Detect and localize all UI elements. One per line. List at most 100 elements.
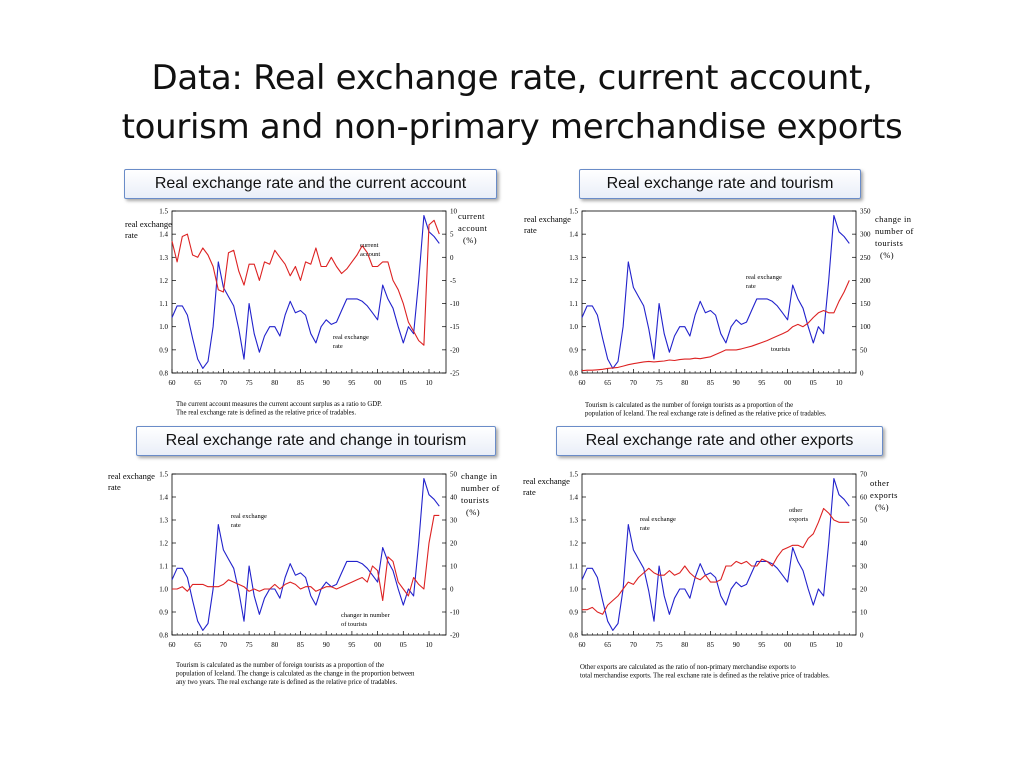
ca-right-axis-label: (%) — [463, 235, 477, 245]
slide-title: Data: Real exchange rate, current accoun… — [0, 54, 1024, 152]
exp-caption-line: total merchandise exports. The real exch… — [580, 673, 830, 680]
tour-left-tick-label: 0.9 — [569, 346, 578, 354]
exp-annotation: rate — [640, 525, 650, 532]
tour-right-tick-label: 0 — [860, 370, 864, 378]
chg-left-tick-label: 1.2 — [159, 540, 168, 548]
tour-x-tick-label: 70 — [630, 379, 638, 387]
tour-x-tick-label: 60 — [579, 379, 587, 387]
exp-right-tick-label: 20 — [860, 586, 868, 594]
exp-series-secondary-line — [582, 507, 850, 615]
tour-series-real-exchange-rate-line — [581, 215, 850, 369]
ca-left-tick-label: 1.3 — [159, 254, 168, 262]
exp-left-axis-label: real exchange — [523, 476, 570, 486]
chg-left-tick-label: 1.0 — [159, 586, 168, 594]
tour-right-axis-label: tourists — [875, 238, 903, 248]
exp-x-tick-label: 70 — [630, 641, 638, 649]
tour-left-tick-label: 1.5 — [569, 208, 578, 216]
exp-annotation: exports — [789, 516, 809, 523]
ca-left-tick-label: 1.1 — [159, 300, 168, 308]
chg-x-tick-label: 75 — [246, 641, 254, 649]
panel-label-change-in-tourism: Real exchange rate and change in tourism — [136, 426, 496, 456]
ca-left-tick-label: 0.8 — [159, 370, 168, 378]
tour-left-tick-label: 1.1 — [569, 300, 578, 308]
chg-annotation: of tourists — [341, 621, 368, 628]
exp-left-tick-label: 1.3 — [569, 517, 578, 525]
chg-right-tick-label: 40 — [450, 494, 458, 502]
chg-x-tick-label: 85 — [297, 641, 305, 649]
tour-x-tick-label: 90 — [733, 379, 741, 387]
exp-right-axis-label: exports — [870, 490, 898, 500]
tour-annotation: real exchange — [746, 274, 782, 281]
ca-left-tick-label: 1.2 — [159, 277, 168, 285]
chg-left-tick-label: 1.1 — [159, 563, 168, 571]
ca-x-tick-label: 70 — [220, 379, 228, 387]
ca-x-tick-label: 65 — [194, 379, 202, 387]
chg-x-tick-label: 10 — [426, 641, 434, 649]
chg-right-tick-label: 0 — [450, 586, 454, 594]
tour-x-tick-label: 95 — [758, 379, 766, 387]
chg-caption-line: Tourism is calculated as the number of f… — [176, 662, 384, 669]
panel-label-other-exports: Real exchange rate and other exports — [556, 426, 883, 456]
tour-right-tick-label: 200 — [860, 277, 871, 285]
tour-right-tick-label: 150 — [860, 300, 871, 308]
ca-left-tick-label: 1.4 — [159, 231, 168, 239]
chg-caption-line: population of Iceland. The change is cal… — [176, 671, 415, 678]
tour-left-axis-label: real exchange — [524, 214, 571, 224]
chg-left-tick-label: 1.4 — [159, 494, 168, 502]
ca-left-axis-label: rate — [125, 230, 138, 240]
slide-title-line-1: Data: Real exchange rate, current accoun… — [151, 58, 873, 98]
exp-annotation: other — [789, 507, 803, 514]
tour-series-secondary-line — [581, 280, 850, 372]
exp-left-tick-label: 0.8 — [569, 632, 578, 640]
ca-annotation: current — [360, 242, 379, 249]
ca-right-axis-label: current — [458, 211, 485, 221]
ca-x-tick-label: 95 — [348, 379, 356, 387]
exp-left-tick-label: 1.0 — [569, 586, 578, 594]
chg-left-axis-label: real exchange — [108, 471, 155, 481]
ca-caption-line: The current account measures the current… — [176, 401, 382, 408]
tour-right-tick-label: 300 — [860, 231, 871, 239]
tour-x-tick-label: 05 — [810, 379, 818, 387]
tour-annotation: tourists — [771, 346, 791, 353]
ca-right-tick-label: -20 — [450, 346, 460, 354]
exp-annotation: real exchange — [640, 516, 676, 523]
tour-plot-frame — [581, 210, 857, 374]
chg-left-tick-label: 0.9 — [159, 609, 168, 617]
ca-left-tick-label: 0.9 — [159, 346, 168, 354]
chg-right-tick-label: 50 — [450, 471, 458, 479]
tour-left-tick-label: 1.2 — [569, 277, 578, 285]
chg-left-tick-label: 0.8 — [159, 632, 168, 640]
chg-x-tick-label: 05 — [400, 641, 408, 649]
chg-left-axis-label: rate — [108, 482, 121, 492]
exp-x-tick-label: 95 — [758, 641, 766, 649]
chg-series-real-exchange-rate-line — [171, 478, 440, 631]
tour-right-tick-label: 100 — [860, 323, 871, 331]
panel-label-current-account: Real exchange rate and the current accou… — [124, 169, 497, 199]
chg-left-tick-label: 1.3 — [159, 517, 168, 525]
ca-right-axis-label: account — [458, 223, 487, 233]
exp-right-tick-label: 70 — [860, 471, 868, 479]
ca-right-tick-label: -15 — [450, 323, 460, 331]
chg-x-tick-label: 60 — [169, 641, 177, 649]
chg-right-axis-label: (%) — [466, 507, 480, 517]
chg-right-tick-label: -20 — [450, 632, 460, 640]
chg-right-tick-label: 20 — [450, 540, 458, 548]
chg-annotation: rate — [231, 522, 241, 529]
ca-left-tick-label: 1.0 — [159, 323, 168, 331]
exp-right-axis-label: (%) — [875, 502, 889, 512]
chg-x-tick-label: 90 — [323, 641, 331, 649]
tour-right-tick-label: 350 — [860, 208, 871, 216]
ca-x-tick-label: 60 — [169, 379, 177, 387]
exp-x-tick-label: 65 — [604, 641, 612, 649]
exp-left-axis-label: rate — [523, 487, 536, 497]
chg-right-tick-label: 10 — [450, 563, 458, 571]
ca-annotation: rate — [333, 343, 343, 350]
exp-left-tick-label: 1.1 — [569, 563, 578, 571]
chg-right-axis-label: number of — [461, 483, 500, 493]
chg-series-secondary-line — [172, 514, 440, 602]
exp-x-tick-label: 10 — [836, 641, 844, 649]
exp-left-tick-label: 0.9 — [569, 609, 578, 617]
chg-annotation: changer in number — [341, 612, 391, 619]
tour-left-tick-label: 0.8 — [569, 370, 578, 378]
exp-x-tick-label: 75 — [656, 641, 664, 649]
